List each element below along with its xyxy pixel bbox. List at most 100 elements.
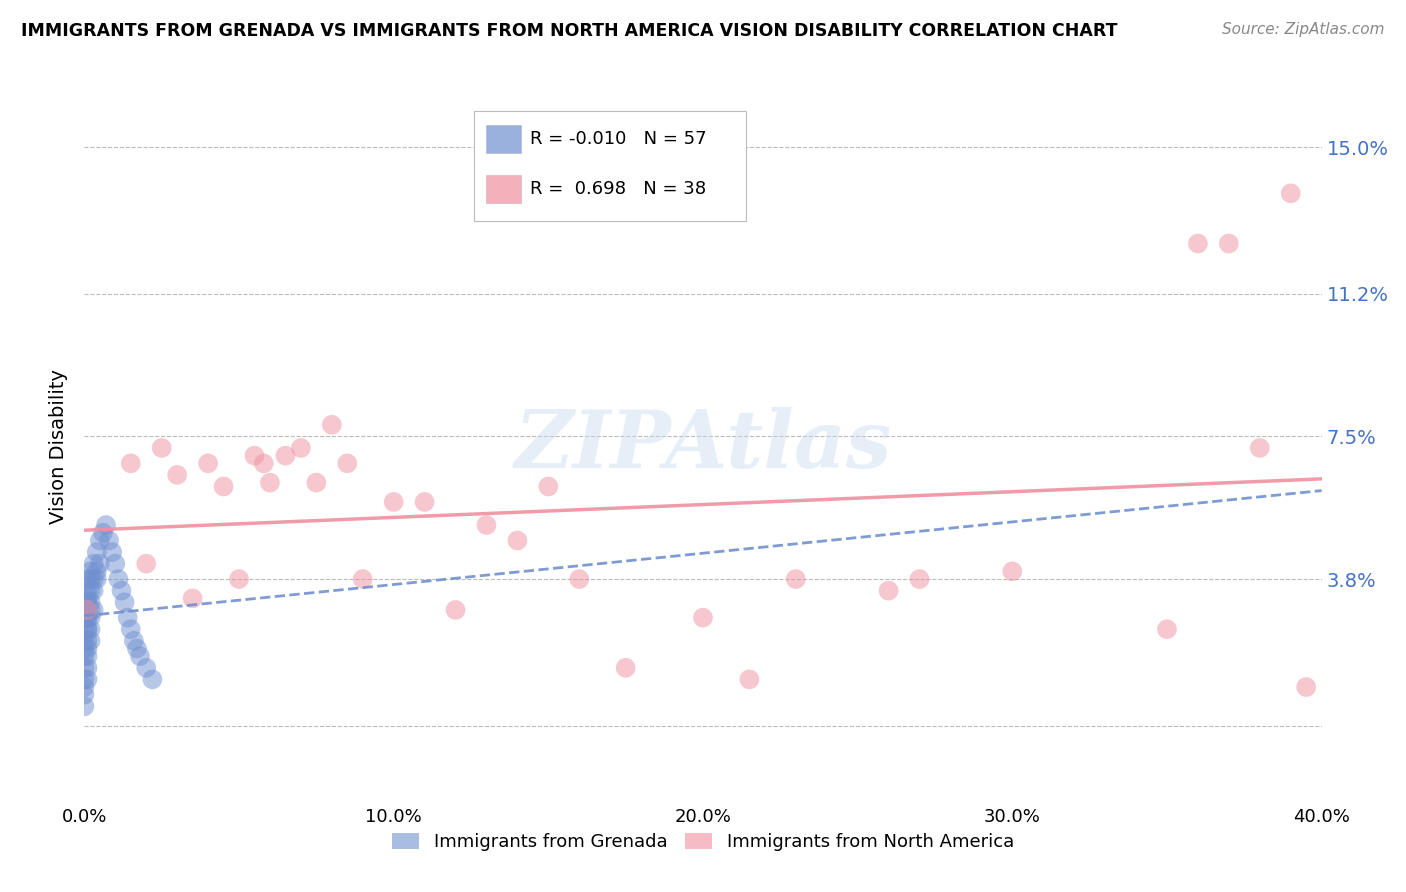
Point	[83, 603, 105, 617]
Point	[506, 533, 529, 548]
Point	[135, 557, 157, 571]
Bar	[486, 175, 522, 203]
Point	[243, 449, 266, 463]
Point	[86, 545, 108, 559]
Point	[98, 533, 121, 548]
Point	[444, 603, 467, 617]
Point	[73, 633, 96, 648]
Text: R = -0.010   N = 57: R = -0.010 N = 57	[530, 130, 706, 148]
Text: IMMIGRANTS FROM GRENADA VS IMMIGRANTS FROM NORTH AMERICA VISION DISABILITY CORRE: IMMIGRANTS FROM GRENADA VS IMMIGRANTS FR…	[21, 22, 1118, 40]
Point	[908, 572, 931, 586]
Point	[79, 603, 101, 617]
Point	[86, 572, 108, 586]
Point	[73, 680, 96, 694]
Point	[1218, 236, 1240, 251]
Point	[83, 572, 105, 586]
Point	[785, 572, 807, 586]
Y-axis label: Vision Disability: Vision Disability	[49, 368, 69, 524]
Point	[79, 583, 101, 598]
Point	[73, 641, 96, 656]
Point	[413, 495, 436, 509]
Point	[76, 649, 98, 664]
Point	[76, 603, 98, 617]
Point	[568, 572, 591, 586]
Point	[79, 595, 101, 609]
Point	[537, 479, 560, 493]
Point	[79, 633, 101, 648]
Point	[76, 633, 98, 648]
Point	[86, 565, 108, 579]
Point	[76, 603, 98, 617]
Point	[73, 649, 96, 664]
Point	[117, 610, 139, 624]
Point	[73, 688, 96, 702]
Text: R =  0.698   N = 38: R = 0.698 N = 38	[530, 180, 706, 198]
Point	[79, 622, 101, 636]
Point	[83, 583, 105, 598]
Point	[76, 622, 98, 636]
Point	[253, 456, 276, 470]
Point	[228, 572, 250, 586]
Point	[122, 633, 145, 648]
Point	[274, 449, 297, 463]
Point	[738, 673, 761, 687]
Text: Source: ZipAtlas.com: Source: ZipAtlas.com	[1222, 22, 1385, 37]
Point	[150, 441, 173, 455]
Text: ZIPAtlas: ZIPAtlas	[515, 408, 891, 484]
Point	[321, 417, 343, 432]
Point	[73, 622, 96, 636]
Point	[1295, 680, 1317, 694]
Point	[259, 475, 281, 490]
Point	[73, 603, 96, 617]
Point	[125, 641, 148, 656]
Point	[120, 622, 142, 636]
Point	[305, 475, 328, 490]
Point	[1156, 622, 1178, 636]
Point	[89, 557, 111, 571]
Point	[1001, 565, 1024, 579]
Point	[76, 622, 98, 636]
Point	[76, 595, 98, 609]
Point	[89, 533, 111, 548]
Point	[76, 591, 98, 606]
Point	[101, 545, 124, 559]
Point	[76, 610, 98, 624]
Point	[76, 661, 98, 675]
Point	[107, 572, 129, 586]
Point	[120, 456, 142, 470]
Point	[73, 699, 96, 714]
Point	[614, 661, 637, 675]
Point	[141, 673, 163, 687]
Legend: Immigrants from Grenada, Immigrants from North America: Immigrants from Grenada, Immigrants from…	[385, 825, 1021, 858]
Point	[290, 441, 312, 455]
Point	[212, 479, 235, 493]
Point	[94, 518, 117, 533]
Point	[76, 641, 98, 656]
Point	[110, 583, 132, 598]
Point	[114, 595, 136, 609]
Point	[135, 661, 157, 675]
Point	[79, 610, 101, 624]
Point	[76, 583, 98, 598]
Point	[73, 610, 96, 624]
Point	[197, 456, 219, 470]
Point	[475, 518, 498, 533]
Point	[76, 673, 98, 687]
Point	[181, 591, 204, 606]
Point	[1187, 236, 1209, 251]
Point	[129, 649, 152, 664]
Point	[73, 673, 96, 687]
Bar	[486, 125, 522, 153]
Point	[692, 610, 714, 624]
Point	[877, 583, 900, 598]
Point	[1279, 186, 1302, 201]
Bar	[474, 111, 747, 221]
Point	[336, 456, 359, 470]
Point	[83, 557, 105, 571]
Point	[352, 572, 374, 586]
Point	[73, 661, 96, 675]
Point	[79, 565, 101, 579]
Point	[1249, 441, 1271, 455]
Point	[76, 572, 98, 586]
Point	[91, 525, 114, 540]
